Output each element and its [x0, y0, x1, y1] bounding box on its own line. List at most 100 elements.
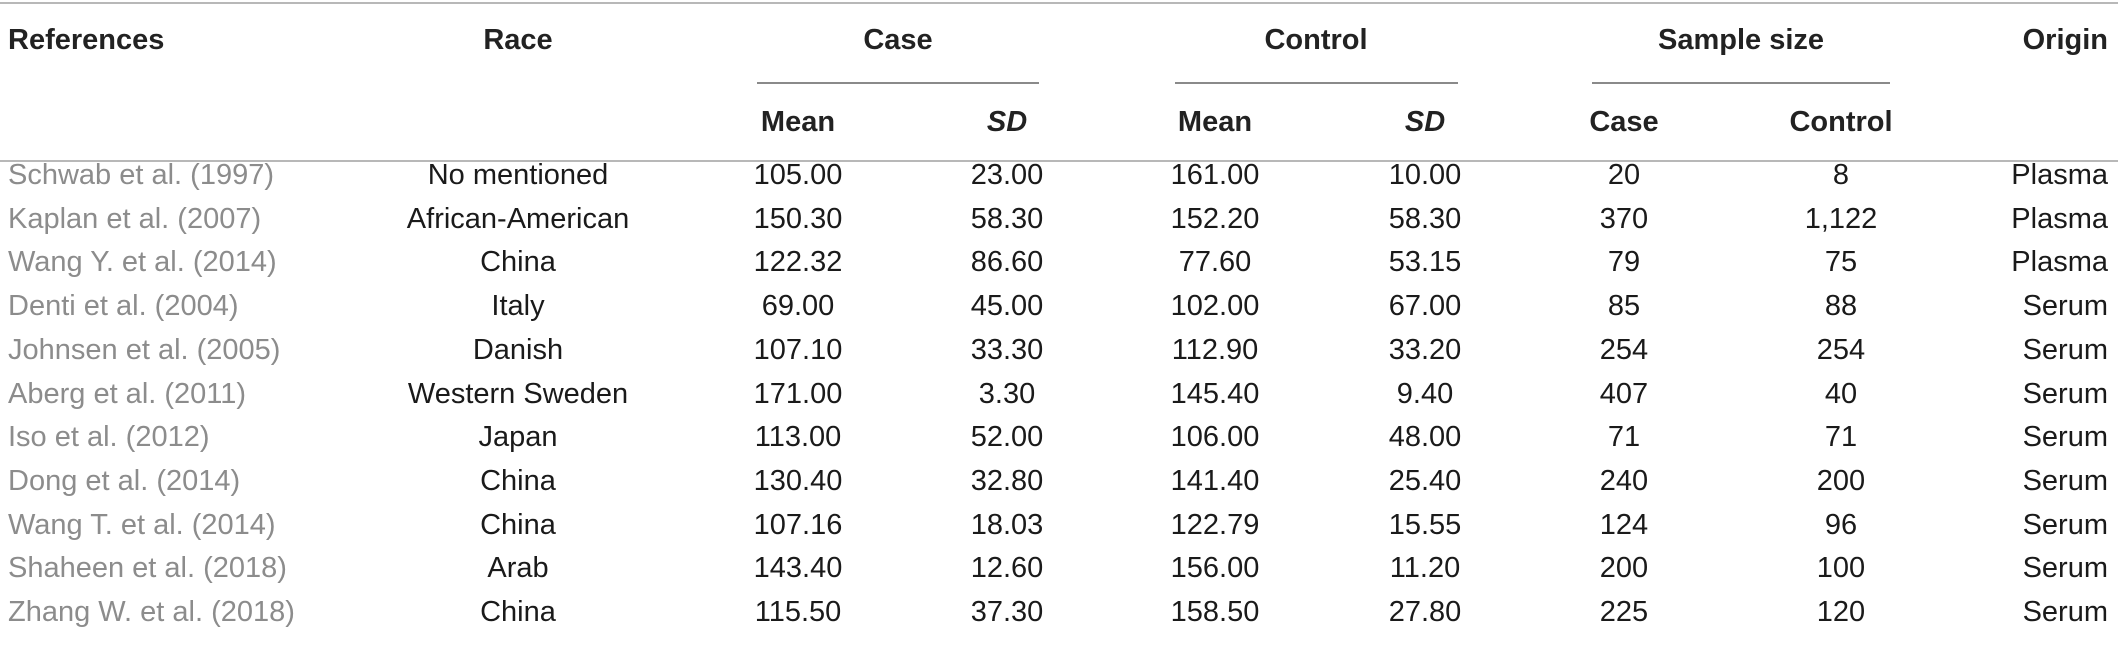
cell-reference: Dong et al. (2014): [8, 465, 241, 497]
cell-control-mean: 112.90: [1171, 334, 1259, 366]
cell-sample-control: 1,122: [1804, 203, 1878, 235]
cell-race: Japan: [478, 421, 558, 453]
cell-sample-control: 75: [1824, 246, 1858, 278]
cell-control-sd: 11.20: [1389, 552, 1461, 584]
cell-case-sd: 23.00: [970, 159, 1044, 191]
cell-control-mean: 145.40: [1170, 378, 1260, 410]
cell-sample-case: 370: [1599, 203, 1649, 235]
cell-race: African-American: [406, 203, 630, 235]
cell-origin: Serum: [2022, 596, 2108, 628]
cell-case-sd: 32.80: [970, 465, 1044, 497]
cell-origin: Plasma: [2011, 246, 2108, 278]
header-control: Control: [1264, 24, 1368, 56]
cell-case-sd: 37.30: [970, 596, 1044, 628]
cell-control-mean: 102.00: [1170, 290, 1260, 322]
cell-control-mean: 161.00: [1170, 159, 1260, 191]
cell-sample-control: 120: [1816, 596, 1866, 628]
cell-origin: Serum: [2022, 290, 2108, 322]
header-sample-size: Sample size: [1657, 24, 1825, 56]
header-sample-control: Control: [1789, 106, 1893, 138]
header-references: References: [8, 24, 165, 56]
cell-origin: Serum: [2022, 334, 2108, 366]
cell-control-sd: 58.30: [1388, 203, 1462, 235]
cell-control-mean: 156.00: [1170, 552, 1260, 584]
cell-control-mean: 158.50: [1170, 596, 1260, 628]
cell-sample-control: 96: [1824, 509, 1858, 541]
cell-race: Arab: [487, 552, 549, 584]
cell-sample-case: 225: [1599, 596, 1649, 628]
cell-case-sd: 33.30: [970, 334, 1044, 366]
cell-control-sd: 67.00: [1388, 290, 1462, 322]
cell-reference: Zhang W. et al. (2018): [8, 596, 295, 628]
cell-sample-case: 240: [1599, 465, 1649, 497]
header-rule: [0, 160, 2118, 162]
cell-origin: Plasma: [2011, 159, 2108, 191]
cell-sample-case: 124: [1599, 509, 1649, 541]
cell-control-sd: 48.00: [1388, 421, 1462, 453]
cell-reference: Shaheen et al. (2018): [8, 552, 287, 584]
cell-control-mean: 152.20: [1170, 203, 1260, 235]
cell-case-mean: 113.00: [754, 421, 842, 453]
cell-sample-case: 85: [1607, 290, 1641, 322]
cell-reference: Denti et al. (2004): [8, 290, 239, 322]
header-case-mean: Mean: [760, 106, 836, 138]
cell-case-mean: 171.00: [753, 378, 843, 410]
cell-origin: Serum: [2022, 465, 2108, 497]
cell-control-sd: 27.80: [1388, 596, 1462, 628]
cell-control-sd: 25.40: [1388, 465, 1462, 497]
cell-sample-control: 40: [1824, 378, 1858, 410]
cell-race: China: [480, 509, 556, 541]
header-sample-case: Case: [1589, 106, 1659, 138]
cell-case-mean: 107.16: [753, 509, 843, 541]
cell-case-mean: 143.40: [753, 552, 843, 584]
cell-sample-case: 20: [1607, 159, 1641, 191]
cell-race: Italy: [491, 290, 545, 322]
cell-case-mean: 130.40: [753, 465, 843, 497]
cell-sample-case: 200: [1599, 552, 1649, 584]
cell-sample-case: 407: [1599, 378, 1649, 410]
cell-control-mean: 141.40: [1170, 465, 1260, 497]
cell-sample-control: 71: [1824, 421, 1858, 453]
cell-case-sd: 3.30: [978, 378, 1036, 410]
cell-sample-control: 200: [1816, 465, 1866, 497]
cell-sample-control: 88: [1824, 290, 1858, 322]
cell-origin: Plasma: [2011, 203, 2108, 235]
cell-control-mean: 122.79: [1170, 509, 1260, 541]
header-case-sd: SD: [986, 106, 1028, 138]
cell-race: No mentioned: [427, 159, 609, 191]
header-origin: Origin: [2022, 24, 2108, 56]
cell-case-mean: 122.32: [753, 246, 843, 278]
cell-case-sd: 12.60: [970, 552, 1044, 584]
cell-sample-control: 8: [1832, 159, 1850, 191]
cell-sample-control: 254: [1816, 334, 1866, 366]
cell-case-sd: 86.60: [970, 246, 1044, 278]
cell-sample-case: 79: [1607, 246, 1641, 278]
cell-reference: Iso et al. (2012): [8, 421, 210, 453]
cell-case-mean: 150.30: [753, 203, 843, 235]
header-control-mean: Mean: [1177, 106, 1253, 138]
cell-reference: Wang Y. et al. (2014): [8, 246, 277, 278]
cell-reference: Johnsen et al. (2005): [8, 334, 281, 366]
cell-case-mean: 105.00: [753, 159, 843, 191]
top-rule: [0, 2, 2118, 4]
cell-control-mean: 106.00: [1170, 421, 1260, 453]
cell-case-sd: 45.00: [970, 290, 1044, 322]
cell-origin: Serum: [2022, 552, 2108, 584]
sample-size-group-rule: [1592, 82, 1890, 84]
cell-race: Western Sweden: [407, 378, 629, 410]
cell-control-mean: 77.60: [1178, 246, 1252, 278]
cell-origin: Serum: [2022, 378, 2108, 410]
cell-origin: Serum: [2022, 509, 2108, 541]
cell-sample-case: 71: [1607, 421, 1641, 453]
cell-race: China: [480, 465, 556, 497]
cell-case-mean: 69.00: [761, 290, 835, 322]
cell-control-sd: 10.00: [1388, 159, 1462, 191]
cell-reference: Schwab et al. (1997): [8, 159, 274, 191]
cell-case-mean: 115.50: [754, 596, 842, 628]
cell-race: China: [480, 246, 556, 278]
cell-case-sd: 58.30: [970, 203, 1044, 235]
cell-control-sd: 9.40: [1396, 378, 1454, 410]
header-case: Case: [863, 24, 933, 56]
header-race: Race: [483, 24, 553, 56]
